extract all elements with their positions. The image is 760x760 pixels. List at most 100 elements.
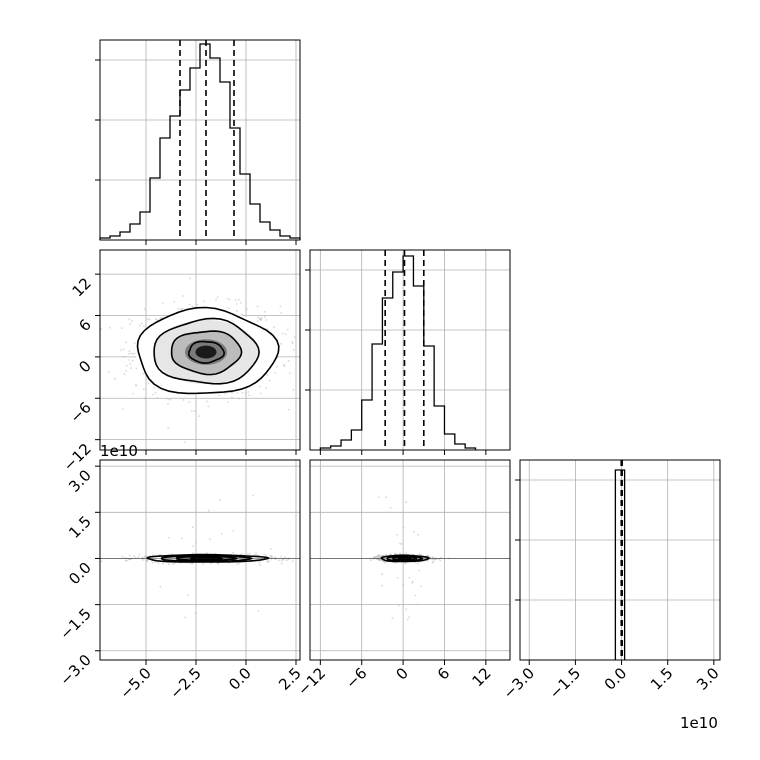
contour-panel-1-2-scatter-point bbox=[432, 560, 435, 563]
contour-panel-0-2-scatter-point bbox=[232, 529, 235, 532]
contour-panel-0-1-scatter-point bbox=[154, 318, 157, 320]
contour-panel-0-2-scatter-point bbox=[125, 559, 128, 562]
contour-panel-0-2-scatter-point bbox=[184, 616, 187, 619]
contour-panel-0-1-scatter-point bbox=[234, 299, 237, 302]
contour-panel-0-1-scatter-point bbox=[287, 360, 290, 362]
contour-panel-0-2-scatter-point bbox=[142, 559, 145, 561]
contour-panel-0-1-scatter-point bbox=[236, 392, 239, 394]
contour-panel-0-1-scatter-point bbox=[203, 300, 205, 303]
contour-panel-1-2-scatter-point bbox=[377, 555, 380, 557]
contour-panel-1-2-scatter-point bbox=[394, 553, 397, 555]
contour-panel-0-1-scatter-point bbox=[129, 363, 132, 365]
contour-panel-0-1-scatter-point bbox=[275, 365, 278, 368]
contour-panel-0-1-scatter-point bbox=[114, 377, 116, 380]
contour-panel-0-2-scatter-point bbox=[258, 561, 261, 564]
contour-panel-0-2-scatter-point bbox=[208, 538, 211, 541]
contour-panel-0-1-scatter-point bbox=[244, 392, 247, 394]
contour-panel-0-2-scatter-point bbox=[271, 555, 274, 558]
contour-panel-0-2-scatter-point bbox=[133, 555, 136, 557]
contour-panel-1-2-scatter-point bbox=[405, 501, 407, 504]
contour-panel-0-1-scatter-point bbox=[227, 401, 230, 404]
hist-panel-1 bbox=[305, 250, 510, 455]
contour-panel-0-2-scatter-point bbox=[280, 555, 282, 558]
x-tick-label-param-1: 12 bbox=[468, 664, 494, 690]
contour-panel-0-1-scatter-point bbox=[107, 371, 110, 374]
contour-panel-0-2-scatter-point bbox=[240, 553, 243, 555]
x-tick-label-param-2: −1.5 bbox=[546, 664, 584, 702]
contour-panel-1-2-scatter-point bbox=[419, 585, 422, 588]
y-offset-label: 1e10 bbox=[100, 442, 138, 460]
contour-panel-0-1-scatter-point bbox=[120, 349, 122, 351]
contour-panel-0-1-scatter-point bbox=[190, 410, 193, 412]
contour-panel-0-1-scatter-point bbox=[259, 385, 262, 388]
contour-panel-1-2-scatter-point bbox=[377, 496, 380, 499]
contour-panel-0-1-scatter-point bbox=[184, 441, 186, 444]
contour-panel-0-1-scatter-point bbox=[189, 277, 191, 280]
contour-panel-1-2-scatter-point bbox=[402, 584, 405, 587]
contour-panel-0-2-scatter-point bbox=[286, 559, 288, 562]
contour-panel-1-2-scatter-point bbox=[418, 569, 421, 572]
contour-panel-0-2-scatter-point bbox=[257, 610, 260, 612]
contour-panel-0-2-scatter-point bbox=[192, 545, 195, 548]
contour-panel-0-2-scatter-point bbox=[255, 552, 257, 555]
contour-panel-0-2-scatter-point bbox=[168, 563, 170, 566]
contour-panel-0-1-scatter-point bbox=[218, 394, 221, 397]
contour-panel-0-2-scatter-point bbox=[151, 561, 154, 564]
contour-panel-0-2-scatter-point bbox=[181, 537, 184, 540]
contour-panel-0-1-scatter-point bbox=[265, 319, 267, 321]
contour-panel-0-1-scatter-point bbox=[265, 387, 268, 389]
contour-panel-0-1-scatter-point bbox=[307, 357, 309, 359]
contour-panel-0-1-scatter-point bbox=[133, 352, 136, 355]
contour-panel-1-2-scatter-point bbox=[411, 580, 414, 583]
contour-panel-0-1-scatter-point bbox=[167, 427, 170, 430]
y-tick-label-param-2: −3.0 bbox=[56, 651, 94, 689]
contour-panel-0-1-scatter-point bbox=[131, 320, 133, 322]
contour-panel-1-2-scatter-point bbox=[431, 556, 434, 559]
contour-panel-1-2-scatter-point bbox=[426, 555, 429, 557]
contour-panel-0-1-scatter-point bbox=[196, 303, 199, 306]
contour-panel-0-1-scatter-point bbox=[108, 326, 111, 329]
contour-panel-0-1-scatter-point bbox=[156, 397, 159, 399]
contour-panel-1-2-scatter-point bbox=[389, 553, 392, 556]
panels-layer: −5.0 −2.5 0.0 2.5−12 −6 0 6 12 −3.0 −1.5 0.0 1.5 3.0… bbox=[56, 39, 723, 703]
contour-panel-1-2-scatter-point bbox=[375, 555, 378, 558]
x-tick-label-param-1: 0 bbox=[392, 664, 411, 683]
contour-panel-0-1-scatter-point bbox=[153, 387, 156, 389]
contour-panel-1-2-frame bbox=[309, 459, 511, 661]
contour-panel-1-2-scatter-point bbox=[382, 560, 384, 563]
contour-panel-0-1-scatter-point bbox=[181, 295, 184, 297]
hist-panel-2-frame bbox=[519, 459, 721, 661]
contour-panel-0-1-scatter-point bbox=[122, 348, 125, 350]
contour-panel-0-1-scatter-point bbox=[263, 310, 266, 313]
contour-panel-1-2-scatter-point bbox=[417, 562, 419, 565]
contour-panel-0-2-scatter-point bbox=[143, 555, 146, 558]
contour-panel-0-1-scatter-point bbox=[258, 317, 261, 320]
contour-panel-0-1-scatter-point bbox=[125, 370, 127, 372]
contour-panel-0-2-scatter-point bbox=[255, 554, 258, 556]
contour-panel-0-2-scatter-point bbox=[280, 560, 283, 562]
contour-panel-0-1-scatter-point bbox=[133, 342, 136, 345]
y-tick-label-param-2: 0.0 bbox=[65, 559, 95, 589]
contour-panel-0-2-scatter-point bbox=[216, 562, 219, 565]
contour-panel-1-2-scatter-point bbox=[375, 556, 377, 559]
contour-panel-1-2-scatter-point bbox=[408, 576, 411, 579]
contour-panel-0-2-scatter-point bbox=[202, 562, 205, 565]
contour-panel-0-2-scatter-point bbox=[270, 555, 272, 557]
contour-panel-0-1-scatter-point bbox=[268, 379, 271, 382]
contour-panel-0-2-scatter-point bbox=[269, 555, 272, 558]
contour-panel-0-1-scatter-point bbox=[130, 367, 133, 369]
contour-panel-1-2-scatter-point bbox=[394, 552, 396, 555]
hist-panel-1-frame bbox=[309, 249, 511, 451]
contour-panel-0-1-scatter-point bbox=[131, 359, 134, 362]
contour-panel-1-2-scatter-point bbox=[379, 558, 382, 561]
contour-panel-0-1-scatter-point bbox=[188, 303, 191, 306]
contour-panel-1-2-scatter-point bbox=[414, 561, 417, 564]
contour-panel-0-1-scatter-point bbox=[144, 397, 146, 400]
contour-panel-1-2-scatter-point bbox=[404, 562, 407, 564]
x-tick-label-param-2: 3.0 bbox=[693, 664, 723, 694]
contour-panel-0-1-scatter-point bbox=[305, 396, 307, 398]
contour-panel-0-1-scatter-point bbox=[231, 396, 234, 399]
contour-panel-0-1-scatter-point bbox=[283, 363, 285, 366]
contour-panel-0-2-scatter-point bbox=[246, 553, 249, 556]
contour-panel-0-1-scatter-point bbox=[139, 324, 141, 327]
